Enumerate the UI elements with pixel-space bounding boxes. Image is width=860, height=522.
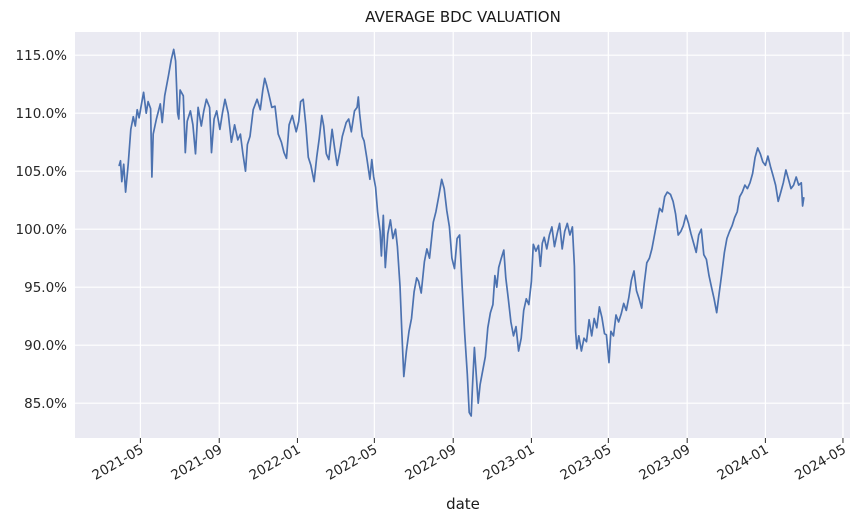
series-layer	[118, 48, 805, 417]
x-tick-label: 2023-05	[557, 442, 614, 484]
x-tick-label: 2024-01	[715, 442, 772, 484]
x-tick-label: 2022-05	[324, 442, 381, 484]
y-tick-label: 90.0%	[24, 338, 67, 354]
x-tick-label: 2022-01	[247, 442, 304, 484]
y-tick-label: 100.0%	[16, 222, 68, 238]
y-tick-label: 105.0%	[16, 164, 68, 180]
x-tick-label: 2022-09	[402, 442, 459, 484]
series-line-0	[118, 48, 805, 417]
x-tick-label: 2023-09	[636, 442, 693, 484]
y-tick-label: 85.0%	[24, 396, 67, 412]
x-tick-label: 2023-01	[481, 442, 538, 484]
chart-title: AVERAGE BDC VALUATION	[365, 8, 561, 26]
y-tick-label: 95.0%	[24, 280, 67, 296]
x-tick-label: 2024-05	[792, 442, 849, 484]
x-tick-label: 2021-05	[90, 442, 147, 484]
y-tick-label: 115.0%	[16, 48, 68, 64]
y-tick-label: 110.0%	[16, 106, 68, 122]
plot-area	[75, 32, 850, 438]
x-tick-label: 2021-09	[168, 442, 225, 484]
x-axis-label: date	[446, 495, 480, 513]
